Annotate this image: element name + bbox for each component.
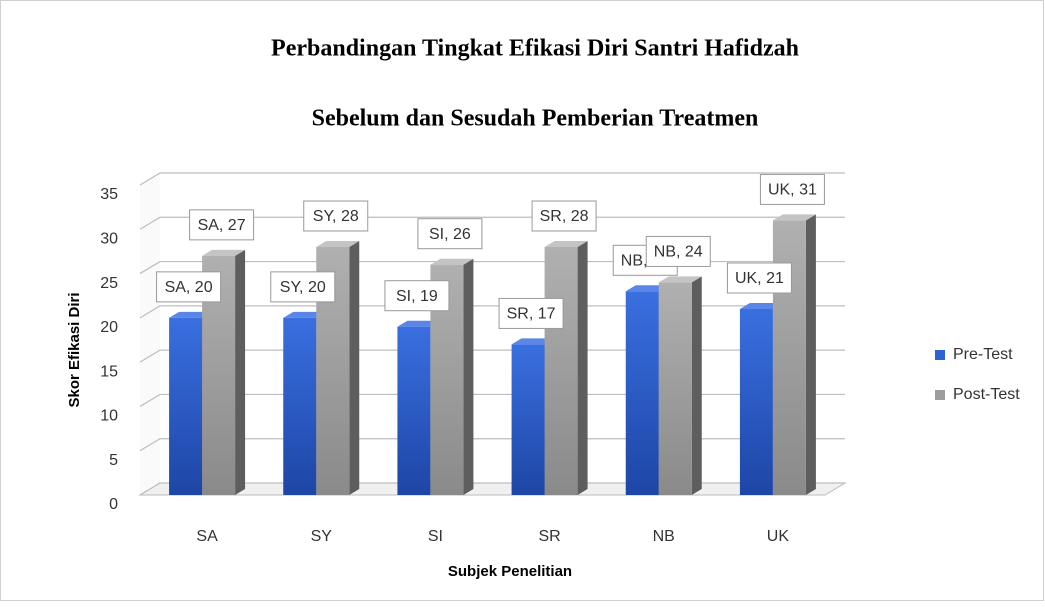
- data-label: SY, 28: [313, 208, 359, 225]
- bar: [739, 309, 773, 495]
- data-label-box: [189, 209, 255, 241]
- y-tick-label: 10: [100, 408, 118, 425]
- bar-side: [235, 249, 246, 495]
- bar: [511, 344, 545, 495]
- data-label: UK, 31: [768, 182, 817, 199]
- data-label: SA, 20: [165, 279, 213, 296]
- data-label: SR, 28: [540, 208, 589, 225]
- x-tick-label: SY: [311, 528, 333, 545]
- bar: [283, 317, 317, 495]
- y-tick-label: 35: [100, 186, 118, 203]
- grid-line: [139, 349, 845, 363]
- bar-top: [625, 285, 669, 292]
- data-label-box: [531, 200, 597, 232]
- bar-top: [544, 241, 588, 247]
- data-label-box: [303, 200, 369, 232]
- y-tick-label: 25: [100, 275, 118, 292]
- bar-top: [202, 249, 246, 256]
- bar-side: [805, 214, 816, 495]
- bar-side: [691, 276, 702, 495]
- data-label: UK, 21: [735, 270, 784, 287]
- legend-swatch: [935, 390, 945, 400]
- bar: [772, 220, 806, 495]
- x-tick-label: UK: [767, 528, 790, 545]
- data-label: NB, 24: [654, 244, 703, 261]
- x-tick-label: SI: [428, 528, 443, 545]
- chart-subtitle: Sebelum dan Sesudah Pemberian Treatmen: [312, 106, 759, 132]
- x-tick-label: SR: [538, 528, 560, 545]
- data-label: SA, 27: [198, 217, 246, 234]
- bar-side: [463, 258, 474, 495]
- bar: [544, 247, 578, 495]
- legend-label: Pre-Test: [953, 346, 1013, 363]
- bar-top: [397, 320, 441, 327]
- data-label: SY, 20: [280, 279, 326, 296]
- y-tick-label: 30: [100, 231, 118, 248]
- grid-line: [139, 305, 845, 319]
- data-label-box: [156, 271, 222, 303]
- x-axis-label: Subjek Penelitian: [448, 563, 572, 580]
- bar: [625, 291, 659, 495]
- bar-top: [316, 241, 360, 247]
- bar: [397, 326, 431, 495]
- bar-top: [739, 303, 783, 309]
- bar-top: [169, 311, 213, 318]
- grid-line: [139, 482, 845, 496]
- data-label: SI, 26: [429, 226, 471, 243]
- bar-top: [772, 214, 816, 221]
- side-wall: [140, 173, 160, 495]
- y-tick-label: 15: [100, 363, 118, 380]
- floor: [138, 482, 847, 496]
- y-tick-label: 5: [109, 452, 118, 469]
- bar-top: [658, 276, 702, 283]
- bar: [169, 317, 203, 495]
- bar-side: [577, 241, 588, 495]
- y-axis-label: Skor Efikasi Diri: [66, 292, 83, 407]
- x-tick-label: NB: [653, 528, 675, 545]
- grid-line: [139, 172, 845, 186]
- grid-line: [139, 393, 845, 407]
- bar-top: [283, 311, 327, 318]
- data-label-box: [417, 218, 483, 250]
- data-label-box: [498, 297, 564, 329]
- legend-swatch: [935, 350, 945, 360]
- data-label: SR, 17: [507, 306, 556, 323]
- data-label-box: [384, 280, 450, 312]
- bar-top: [430, 258, 474, 265]
- grid-line: [139, 216, 845, 230]
- data-label-box: [726, 262, 792, 294]
- bar-top: [511, 338, 555, 345]
- x-tick-label: SA: [196, 528, 218, 545]
- chart-title: Perbandingan Tingkat Efikasi Diri Santri…: [271, 36, 799, 62]
- data-label-box: [270, 271, 336, 303]
- data-label: SI, 19: [396, 288, 438, 305]
- data-label-box: [645, 235, 711, 267]
- data-label-box: [759, 173, 825, 205]
- y-tick-label: 20: [100, 319, 118, 336]
- grid-line: [139, 438, 845, 452]
- bar: [658, 282, 692, 495]
- bar-side: [349, 241, 360, 495]
- y-tick-label: 0: [109, 496, 118, 513]
- legend-label: Post-Test: [953, 386, 1020, 403]
